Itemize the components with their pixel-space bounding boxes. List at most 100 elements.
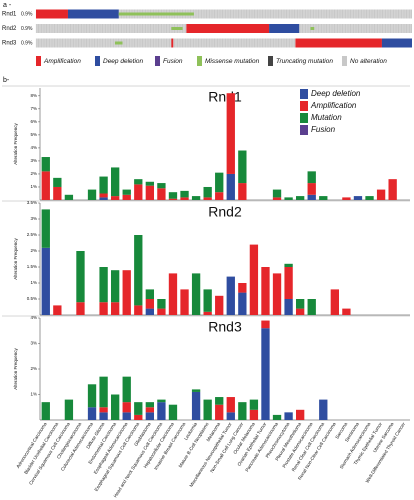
alteration xyxy=(269,24,300,33)
y-tick-label: 3.5% xyxy=(27,200,37,205)
bar-segment xyxy=(238,283,247,293)
bar-segment xyxy=(122,412,131,420)
track xyxy=(36,9,412,19)
legend-label: Amplification xyxy=(310,101,357,110)
legend-label: Fusion xyxy=(163,58,183,65)
bar-segment xyxy=(157,299,166,309)
panel-label: b- xyxy=(3,77,10,84)
gene-percent: 0.9% xyxy=(21,11,33,17)
bar-segment xyxy=(319,196,328,200)
bar-segment xyxy=(134,179,143,185)
bar-segment xyxy=(157,399,166,403)
y-tick-label: 3% xyxy=(30,216,37,221)
bar-segment xyxy=(53,186,62,200)
legend-swatch xyxy=(300,89,308,99)
y-axis-label: Alteration Frequency xyxy=(13,122,18,164)
bar-segment xyxy=(191,273,201,315)
bar-segment xyxy=(238,402,247,420)
bar-segment xyxy=(203,311,212,315)
gene-percent: 0.9% xyxy=(21,40,33,46)
bar-segment xyxy=(284,412,293,420)
legend-swatch xyxy=(95,56,100,66)
y-tick-label: 2.5% xyxy=(27,232,37,237)
bar-segment xyxy=(191,196,201,200)
y-tick-label: 1% xyxy=(30,184,37,189)
bar-segment xyxy=(319,399,328,420)
bar-segment xyxy=(145,308,155,315)
gene-label: Rnd1 xyxy=(2,12,17,18)
alteration xyxy=(295,38,382,48)
y-tick-label: 0.5% xyxy=(27,296,37,301)
y-tick-label: 3% xyxy=(30,158,37,163)
alteration xyxy=(36,9,68,19)
bar-segment xyxy=(238,183,247,200)
legend-label: Mutation xyxy=(311,113,342,122)
bar-segment xyxy=(203,289,212,312)
bar-segment xyxy=(284,299,293,315)
bar-segment xyxy=(122,376,131,403)
bar-segment xyxy=(99,193,108,198)
legend-swatch xyxy=(342,56,347,66)
bar-segment xyxy=(99,407,108,413)
bar-segment xyxy=(295,299,305,309)
bar-segment xyxy=(203,186,212,198)
y-tick-label: 7% xyxy=(30,106,37,111)
y-tick-label: 2% xyxy=(30,248,37,253)
bar-segment xyxy=(99,376,108,408)
y-tick-label: 1.5% xyxy=(27,264,37,269)
bar-segment xyxy=(122,402,131,413)
bar-segment xyxy=(110,394,120,420)
bar-segment xyxy=(307,183,316,195)
bar-segment xyxy=(64,399,74,420)
legend-label: Deep deletion xyxy=(311,89,361,98)
bar-segment xyxy=(41,157,50,172)
bar-segment xyxy=(215,172,224,193)
bar-segment xyxy=(134,402,143,415)
bar-segment xyxy=(87,189,97,200)
bar-segment xyxy=(41,209,50,248)
bar-segment xyxy=(307,299,316,315)
bar-segment xyxy=(168,198,178,200)
bar-segment xyxy=(145,402,155,408)
bar-segment xyxy=(99,176,108,194)
y-axis-label: Alteration Frequency xyxy=(13,237,18,279)
bar-segment xyxy=(168,273,178,315)
bar-segment xyxy=(284,267,293,299)
bar-segment xyxy=(110,196,120,200)
bar-segment xyxy=(157,402,166,420)
bar-segment xyxy=(365,196,374,200)
bar-segment xyxy=(87,407,97,420)
bar-segment xyxy=(76,302,85,315)
bar-segment xyxy=(157,308,166,315)
bar-segment xyxy=(376,189,386,200)
bar-segment xyxy=(122,270,131,315)
bar-segment xyxy=(295,196,305,200)
bar-segment xyxy=(226,412,235,420)
bar-segment xyxy=(134,235,143,306)
bar-segment xyxy=(307,171,316,184)
bar-segment xyxy=(238,150,247,184)
bar-segment xyxy=(226,397,235,413)
bar-segment xyxy=(272,189,282,198)
bar-segment xyxy=(122,194,131,200)
alteration xyxy=(171,38,174,48)
y-tick-label: 2% xyxy=(30,366,37,371)
chart-title: Rnd3 xyxy=(208,319,242,335)
bar-segment xyxy=(134,305,143,315)
bar-segment xyxy=(157,183,166,189)
bar-segment xyxy=(215,295,224,315)
bar-segment xyxy=(110,270,120,303)
bar-segment xyxy=(180,190,189,198)
bar-segment xyxy=(249,409,259,420)
bar-segment xyxy=(99,412,108,420)
bar-segment xyxy=(180,289,189,315)
legend-label: No alteration xyxy=(350,58,387,65)
y-tick-label: 4% xyxy=(30,315,37,320)
alteration xyxy=(171,27,183,30)
bar-segment xyxy=(64,194,74,200)
bar-segment xyxy=(99,302,108,315)
bar-segment xyxy=(76,251,85,303)
bar-segment xyxy=(226,93,235,174)
bar-segment xyxy=(284,263,293,267)
legend-swatch xyxy=(36,56,41,66)
